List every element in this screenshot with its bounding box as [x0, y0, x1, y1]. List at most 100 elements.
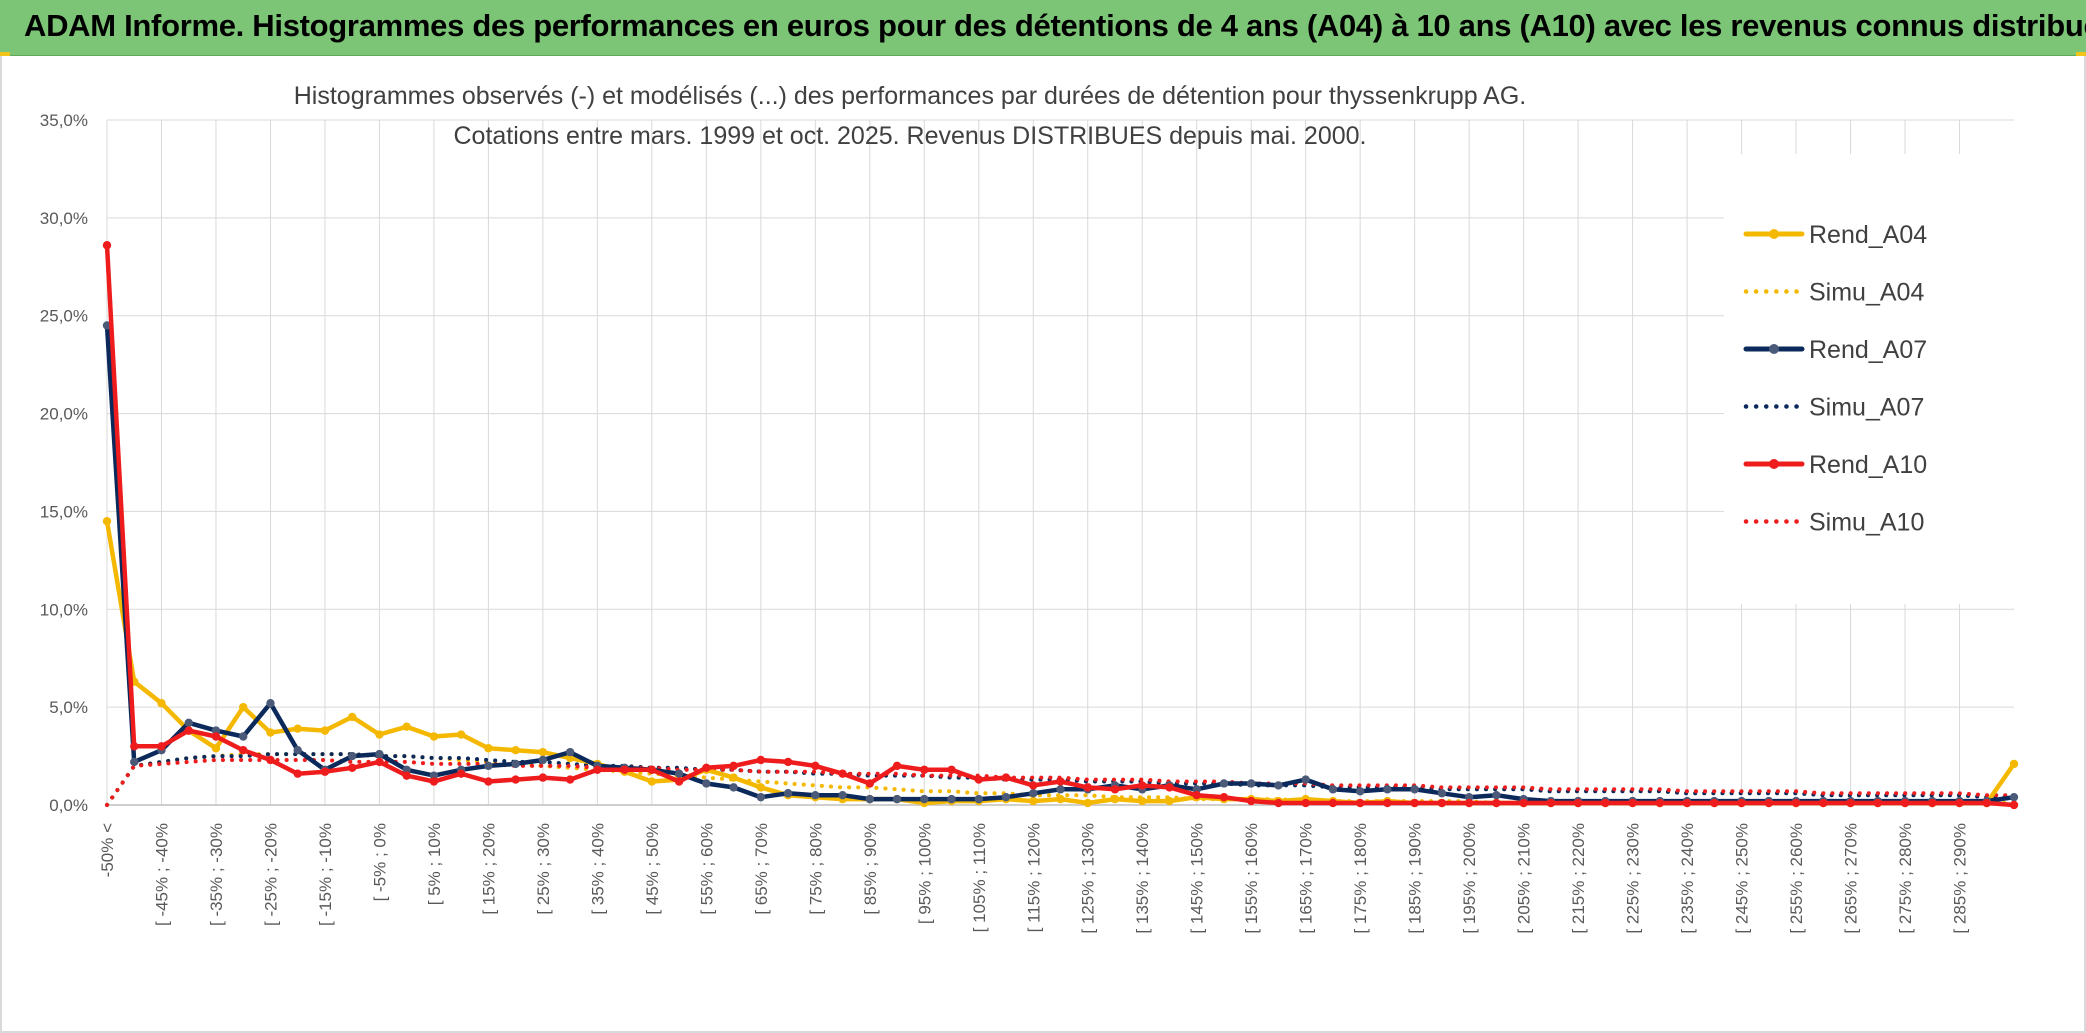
data-point-rend_a10	[402, 771, 411, 780]
data-point-rend_a07	[1219, 779, 1229, 788]
data-point-rend_a04	[2009, 759, 2019, 769]
data-point-rend_a10	[347, 763, 357, 773]
data-point-rend_a10	[538, 773, 548, 782]
data-point-rend_a10	[1410, 798, 1419, 808]
x-tick-label: [ -25% ; -20%	[261, 823, 280, 926]
data-point-rend_a10	[1301, 798, 1310, 808]
data-point-rend_a10	[1056, 777, 1065, 786]
x-tick-label: [ 15% ; 20%	[479, 823, 498, 915]
data-point-rend_a10	[211, 732, 221, 741]
y-tick-label: 15,0%	[40, 502, 88, 521]
data-point-rend_a04	[157, 699, 166, 708]
data-point-rend_a07	[293, 746, 302, 755]
report-title: ADAM Informe. Histogrammes des performan…	[24, 8, 2086, 43]
data-point-rend_a07	[130, 757, 139, 767]
data-point-rend_a10	[947, 765, 956, 774]
x-tick-label: [ 105% ; 110%	[970, 823, 989, 932]
x-tick-label: [ 155% ; 160%	[1242, 823, 1261, 934]
data-point-rend_a07	[511, 759, 520, 769]
x-axis: -50% < [ -45% ; -40% [ -35% ; -30% [ -25% ;…	[98, 804, 2014, 934]
data-point-rend_a07	[674, 769, 684, 778]
data-point-rend_a10	[2009, 800, 2019, 810]
x-tick-label: [ 265% ; 270%	[1842, 823, 1861, 934]
data-point-rend_a10	[1710, 798, 1719, 808]
data-point-rend_a04	[1083, 798, 1092, 808]
data-point-rend_a10	[1955, 798, 1964, 808]
data-point-rend_a04	[320, 726, 330, 735]
data-point-rend_a10	[429, 777, 439, 786]
data-point-rend_a07	[974, 794, 983, 804]
data-point-rend_a04	[402, 722, 411, 731]
data-point-rend_a10	[1546, 798, 1556, 808]
data-point-rend_a10	[456, 769, 466, 778]
y-tick-label: 5,0%	[49, 698, 88, 717]
data-point-rend_a07	[1247, 779, 1256, 788]
data-point-rend_a07	[375, 749, 384, 759]
data-point-rend_a04	[266, 728, 275, 737]
data-point-rend_a07	[1056, 785, 1065, 794]
data-point-rend_a04	[729, 773, 738, 782]
data-point-rend_a10	[1219, 792, 1229, 802]
data-point-rend_a07	[1192, 785, 1201, 794]
x-tick-label: [ 195% ; 200%	[1460, 823, 1479, 934]
legend-marker-rend_a04	[1769, 229, 1779, 239]
chart-title-line: Cotations entre mars. 1999 et oct. 2025.…	[454, 122, 1367, 150]
data-point-rend_a10	[1029, 781, 1038, 790]
data-point-rend_a07	[1437, 789, 1447, 798]
y-tick-label: 30,0%	[40, 209, 88, 228]
x-tick-label: [ 55% ; 60%	[697, 823, 716, 915]
data-point-rend_a10	[1437, 798, 1447, 808]
x-tick-label: [ 255% ; 260%	[1787, 823, 1806, 934]
y-tick-label: 20,0%	[40, 405, 88, 424]
data-point-rend_a04	[1138, 796, 1147, 806]
data-point-rend_a04	[102, 517, 112, 526]
data-point-rend_a07	[429, 771, 439, 780]
data-point-rend_a07	[565, 747, 575, 757]
data-point-rend_a10	[838, 769, 847, 778]
data-point-rend_a10	[1464, 798, 1474, 808]
x-tick-label: [ 285% ; 290%	[1951, 823, 1970, 934]
chart-title: Histogrammes observés (-) et modélisés (…	[294, 82, 1527, 150]
data-point-rend_a10	[157, 742, 166, 751]
x-tick-label: [ -5% ; 0%	[370, 823, 389, 901]
series-layer	[102, 241, 2019, 810]
data-point-rend_a10	[1110, 785, 1120, 794]
data-point-rend_a07	[1410, 785, 1419, 794]
data-point-rend_a07	[239, 732, 248, 741]
x-tick-label: [ -35% ; -30%	[207, 823, 226, 926]
data-point-rend_a04	[211, 744, 221, 753]
data-point-rend_a10	[1791, 798, 1801, 808]
data-point-rend_a04	[511, 746, 520, 755]
frame-corner-marker	[2076, 52, 2086, 56]
legend-marker-rend_a07	[1769, 344, 1779, 354]
legend-label: Rend_A10	[1809, 451, 1927, 479]
data-point-rend_a10	[320, 767, 330, 776]
data-point-rend_a10	[674, 777, 684, 786]
data-point-rend_a07	[892, 794, 902, 804]
data-point-rend_a10	[729, 761, 738, 771]
x-tick-label: [ 5% ; 10%	[425, 823, 444, 905]
x-tick-label: [ 215% ; 220%	[1569, 823, 1588, 934]
data-point-rend_a07	[783, 789, 793, 798]
data-point-rend_a07	[184, 718, 193, 727]
data-point-rend_a10	[130, 742, 139, 751]
data-point-rend_a10	[811, 761, 820, 771]
data-point-rend_a10	[920, 765, 929, 774]
data-point-rend_a04	[429, 732, 439, 741]
data-point-rend_a07	[838, 791, 847, 800]
x-tick-label: [ -45% ; -40%	[152, 823, 171, 926]
x-tick-label: [ 115% ; 120%	[1024, 823, 1043, 932]
data-point-rend_a07	[920, 794, 929, 804]
frame-corner-marker	[0, 52, 10, 56]
data-point-rend_a04	[1056, 794, 1065, 804]
data-point-rend_a10	[1274, 798, 1283, 808]
data-point-rend_a10	[593, 765, 602, 774]
data-point-rend_a10	[1928, 798, 1937, 808]
data-point-rend_a10	[974, 775, 983, 784]
x-tick-label: [ 65% ; 70%	[752, 823, 771, 915]
x-tick-label: [ 135% ; 140%	[1133, 823, 1152, 934]
data-point-rend_a10	[1165, 783, 1174, 792]
data-point-rend_a10	[1601, 798, 1610, 808]
x-tick-label: [ 125% ; 130%	[1079, 823, 1098, 934]
data-point-rend_a10	[1519, 798, 1528, 808]
